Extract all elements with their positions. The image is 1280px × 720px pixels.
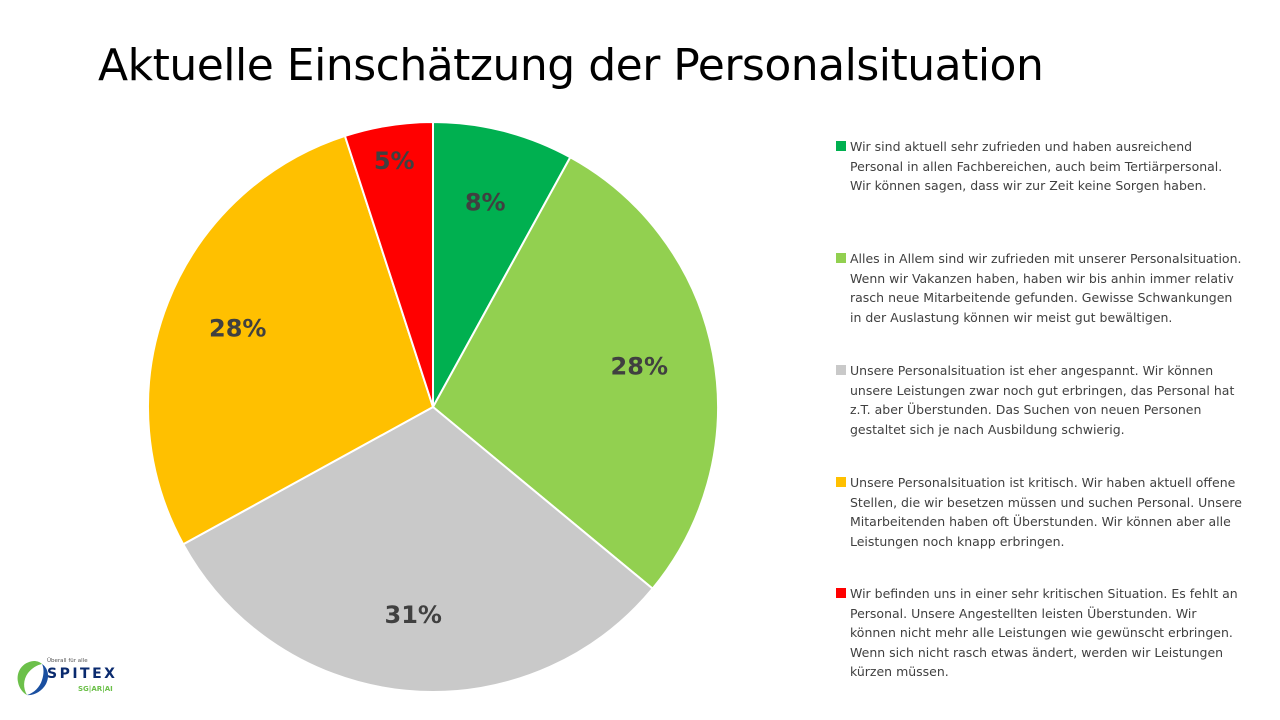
pie-label-4: 28% [209, 315, 266, 343]
legend-text-5: Wir befinden uns in einer sehr kritische… [850, 586, 1238, 679]
legend-item-1: Wir sind aktuell sehr zufrieden und habe… [836, 137, 1246, 196]
chart-title: Aktuelle Einschätzung der Personalsituat… [98, 40, 1044, 91]
legend-text-3: Unsere Personalsituation ist eher angesp… [850, 363, 1235, 437]
pie-label-5: 5% [374, 147, 415, 175]
legend-swatch-4 [836, 477, 846, 487]
legend-swatch-3 [836, 365, 846, 375]
legend-swatch-1 [836, 141, 846, 151]
legend-text-1: Wir sind aktuell sehr zufrieden und habe… [850, 139, 1223, 193]
legend-item-5: Wir befinden uns in einer sehr kritische… [836, 584, 1246, 682]
logo-name: SPITEX [47, 666, 118, 682]
pie-slice-4 [147, 134, 435, 546]
legend-swatch-2 [836, 253, 846, 263]
pie-slice-1 [432, 120, 572, 408]
pie-label-1: 8% [465, 189, 506, 217]
legend-item-4: Unsere Personalsituation ist kritisch. W… [836, 473, 1246, 551]
legend-item-2: Alles in Allem sind wir zufrieden mit un… [836, 249, 1246, 327]
legend-text-4: Unsere Personalsituation ist kritisch. W… [850, 475, 1242, 549]
logo-region: SG|AR|AI [78, 685, 113, 693]
pie-label-3: 31% [385, 601, 442, 629]
pie-slice-5 [343, 120, 434, 408]
logo-tagline: Überall für alle [47, 658, 88, 664]
legend-swatch-5 [836, 588, 846, 598]
spitex-logo: Überall für alle SPITEX SG|AR|AI [14, 656, 144, 700]
legend-text-2: Alles in Allem sind wir zufrieden mit un… [850, 251, 1242, 325]
legend-item-3: Unsere Personalsituation ist eher angesp… [836, 361, 1246, 439]
pie-slice-2 [431, 155, 719, 591]
pie-label-2: 28% [611, 353, 668, 381]
pie-slice-3 [181, 405, 655, 693]
spitex-logo-mark-icon [17, 661, 49, 696]
